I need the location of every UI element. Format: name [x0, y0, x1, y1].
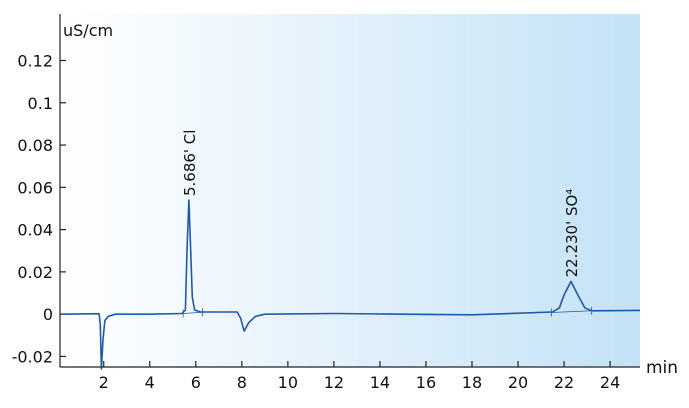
x-tick-label: 14 — [370, 373, 390, 392]
trace-line — [59, 199, 641, 370]
peak-baseline — [183, 311, 203, 314]
y-tick-label: 0.1 — [28, 94, 53, 113]
x-tick-label: 4 — [145, 373, 155, 392]
peak-baseline — [551, 310, 592, 313]
x-tick-label: 18 — [462, 373, 482, 392]
y-tick-label: 0.04 — [17, 221, 53, 240]
y-axis-label: uS/cm — [63, 21, 113, 40]
x-tick-label: 2 — [99, 373, 109, 392]
x-tick-label: 6 — [191, 373, 201, 392]
x-tick-label: 20 — [508, 373, 528, 392]
y-tick-label: 0.08 — [17, 136, 53, 155]
y-tick-label: 0.02 — [17, 263, 53, 282]
x-tick-label: 8 — [237, 373, 247, 392]
y-tick-label: 0.06 — [17, 178, 53, 197]
x-tick-label: 22 — [554, 373, 574, 392]
y-tick-label: -0.02 — [12, 347, 53, 366]
x-tick-label: 24 — [600, 373, 620, 392]
y-tick-label: 0.12 — [17, 52, 53, 71]
plot-background — [60, 14, 640, 367]
peak-label: 22.230' SO⁴ — [563, 189, 581, 278]
peak-label: 5.686' Cl — [181, 130, 199, 196]
x-tick-label: 12 — [324, 373, 344, 392]
y-tick-label: 0 — [43, 305, 53, 324]
x-axis-label: min — [646, 358, 678, 378]
x-tick-label: 16 — [416, 373, 436, 392]
x-tick-label: 10 — [278, 373, 298, 392]
